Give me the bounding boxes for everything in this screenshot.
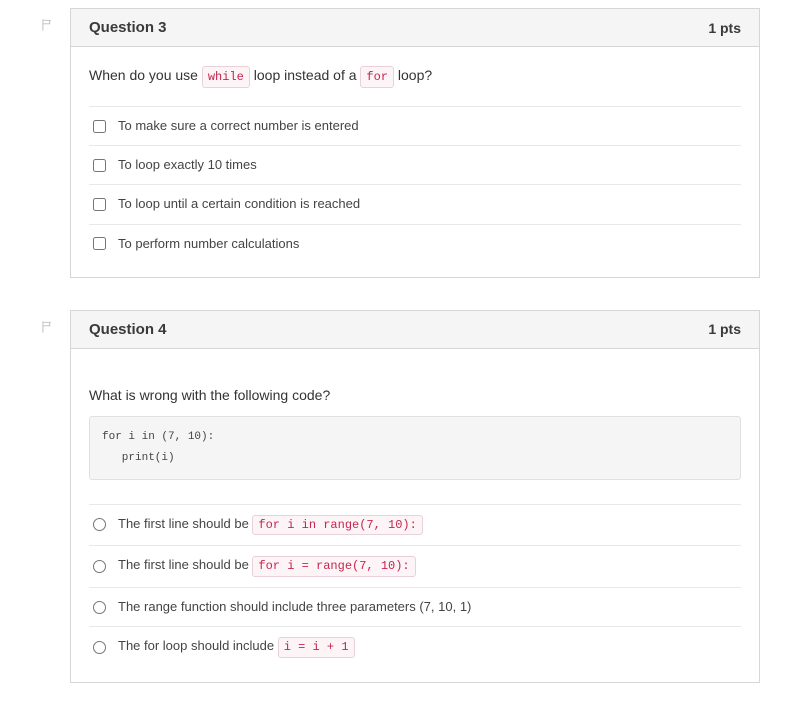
code-inline: while — [202, 66, 250, 88]
question-prompt: When do you use while loop instead of a … — [89, 65, 741, 88]
answer-text: To perform number calculations — [118, 235, 299, 253]
answer-text: To loop exactly 10 times — [118, 156, 257, 174]
flag-icon[interactable] — [40, 18, 54, 32]
answer-input[interactable] — [93, 560, 106, 573]
question-title: Question 4 — [89, 321, 167, 338]
code-block: for i in (7, 10): print(i) — [89, 416, 741, 480]
answer-option[interactable]: The first line should be for i in range(… — [89, 504, 741, 546]
flag-icon[interactable] — [40, 320, 54, 334]
answer-option[interactable]: The for loop should include i = i + 1 — [89, 626, 741, 668]
answer-input[interactable] — [93, 518, 106, 531]
code-inline: for — [360, 66, 394, 88]
question-points: 1 pts — [708, 20, 741, 36]
question: Question 3 1 pts When do you use while loo… — [40, 8, 760, 278]
answer-option[interactable]: To perform number calculations — [89, 224, 741, 263]
question-prompt: What is wrong with the following code? — [89, 385, 741, 406]
answer-input[interactable] — [93, 601, 106, 614]
question: Question 4 1 pts What is wrong with the fo… — [40, 310, 760, 683]
answer-text: The first line should be for i in range(… — [118, 515, 423, 536]
question-body: When do you use while loop instead of a … — [71, 47, 759, 277]
answer-text: The first line should be for i = range(7… — [118, 556, 416, 577]
answer-text: To loop until a certain condition is rea… — [118, 195, 360, 213]
answer-option[interactable]: To loop exactly 10 times — [89, 145, 741, 184]
question-header: Question 4 1 pts — [71, 311, 759, 349]
answer-input[interactable] — [93, 159, 106, 172]
question-header: Question 3 1 pts — [71, 9, 759, 47]
answer-input[interactable] — [93, 120, 106, 133]
question-points: 1 pts — [708, 321, 741, 337]
answer-input[interactable] — [93, 237, 106, 250]
code-inline: for i in range(7, 10): — [252, 515, 422, 536]
answers-list: To make sure a correct number is entered… — [89, 106, 741, 263]
answer-option[interactable]: To make sure a correct number is entered — [89, 106, 741, 145]
answer-option[interactable]: The range function should include three … — [89, 587, 741, 626]
answer-text: To make sure a correct number is entered — [118, 117, 359, 135]
question-box: Question 4 1 pts What is wrong with the fo… — [70, 310, 760, 683]
answers-list: The first line should be for i in range(… — [89, 504, 741, 669]
code-inline: for i = range(7, 10): — [252, 556, 415, 577]
answer-option[interactable]: The first line should be for i = range(7… — [89, 545, 741, 587]
answer-input[interactable] — [93, 641, 106, 654]
answer-option[interactable]: To loop until a certain condition is rea… — [89, 184, 741, 223]
answer-text: The for loop should include i = i + 1 — [118, 637, 355, 658]
question-body: What is wrong with the following code? fo… — [71, 349, 759, 682]
answer-text: The range function should include three … — [118, 598, 471, 616]
question-box: Question 3 1 pts When do you use while loo… — [70, 8, 760, 278]
answer-input[interactable] — [93, 198, 106, 211]
code-inline: i = i + 1 — [278, 637, 355, 658]
question-title: Question 3 — [89, 19, 167, 36]
